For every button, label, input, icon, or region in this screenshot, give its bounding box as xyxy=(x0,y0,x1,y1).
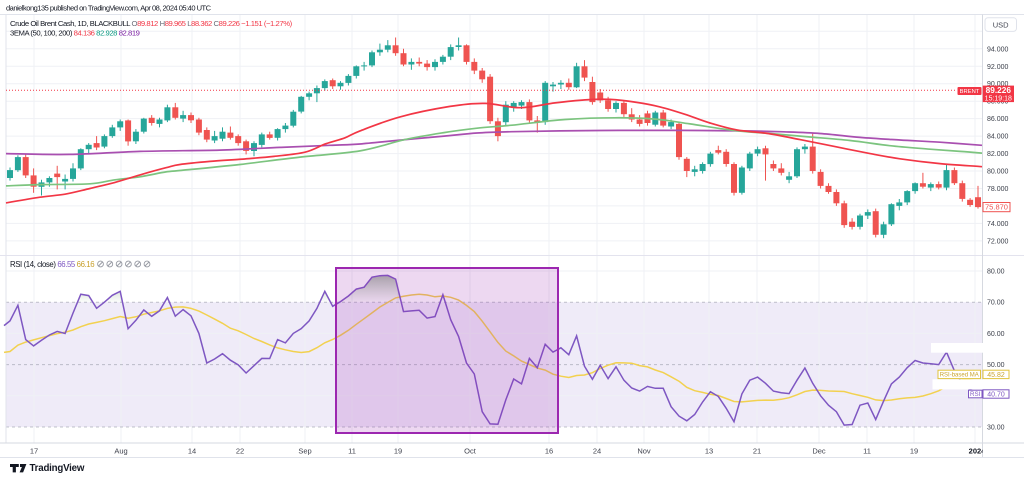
svg-text:80.00: 80.00 xyxy=(987,269,1005,276)
svg-text:50.00: 50.00 xyxy=(987,362,1005,369)
svg-text:13: 13 xyxy=(705,447,713,456)
svg-text:70.00: 70.00 xyxy=(987,300,1005,307)
svg-text:90.000: 90.000 xyxy=(987,81,1009,88)
svg-text:80.000: 80.000 xyxy=(987,169,1009,176)
svg-text:15:19:18: 15:19:18 xyxy=(985,96,1012,103)
svg-text:16: 16 xyxy=(545,447,553,456)
svg-text:89.226: 89.226 xyxy=(986,85,1012,95)
svg-text:Crude Oil Brent Cash, 1D, BLAC: Crude Oil Brent Cash, 1D, BLACKBULL O89.… xyxy=(10,19,293,28)
svg-text:14: 14 xyxy=(188,447,196,456)
svg-text:RSI-based MA: RSI-based MA xyxy=(940,373,979,379)
svg-text:11: 11 xyxy=(348,447,356,456)
svg-text:USD: USD xyxy=(993,20,1009,29)
svg-text:Oct: Oct xyxy=(464,447,477,456)
svg-text:94.000: 94.000 xyxy=(987,46,1009,53)
svg-text:24: 24 xyxy=(593,447,601,456)
svg-text:Nov: Nov xyxy=(637,447,651,456)
svg-text:22: 22 xyxy=(236,447,244,456)
svg-text:78.000: 78.000 xyxy=(987,186,1009,193)
svg-text:82.000: 82.000 xyxy=(987,151,1009,158)
svg-text:84.000: 84.000 xyxy=(987,134,1009,141)
svg-text:40.70: 40.70 xyxy=(987,391,1005,398)
svg-text:Aug: Aug xyxy=(114,447,127,456)
svg-text:17: 17 xyxy=(30,447,38,456)
svg-text:19: 19 xyxy=(394,447,402,456)
svg-text:86.000: 86.000 xyxy=(987,116,1009,123)
svg-text:3EMA (50, 100, 200) 84.136 82.: 3EMA (50, 100, 200) 84.136 82.928 82.819 xyxy=(10,29,140,38)
svg-text:BRENT: BRENT xyxy=(960,89,980,95)
svg-text:TradingView: TradingView xyxy=(30,463,85,474)
svg-text:45.82: 45.82 xyxy=(987,372,1005,379)
svg-text:74.000: 74.000 xyxy=(987,221,1009,228)
svg-text:21: 21 xyxy=(753,447,761,456)
svg-text:RSI (14, close) 66.55 66.16: RSI (14, close) 66.55 66.16 xyxy=(10,260,94,269)
svg-text:Sep: Sep xyxy=(298,447,311,456)
svg-text:danielkong135 published on Tra: danielkong135 published on TradingView.c… xyxy=(6,4,212,13)
svg-text:88.000: 88.000 xyxy=(987,99,1009,106)
svg-text:75.870: 75.870 xyxy=(985,203,1008,212)
svg-text:92.000: 92.000 xyxy=(987,64,1009,71)
svg-text:2024: 2024 xyxy=(969,447,987,456)
svg-text:RSI: RSI xyxy=(970,391,981,398)
svg-text:Dec: Dec xyxy=(812,447,826,456)
svg-text:30.00: 30.00 xyxy=(987,425,1005,432)
svg-text:72.000: 72.000 xyxy=(987,238,1009,245)
svg-text:11: 11 xyxy=(863,447,871,456)
svg-text:60.00: 60.00 xyxy=(987,331,1005,338)
svg-text:19: 19 xyxy=(910,447,918,456)
